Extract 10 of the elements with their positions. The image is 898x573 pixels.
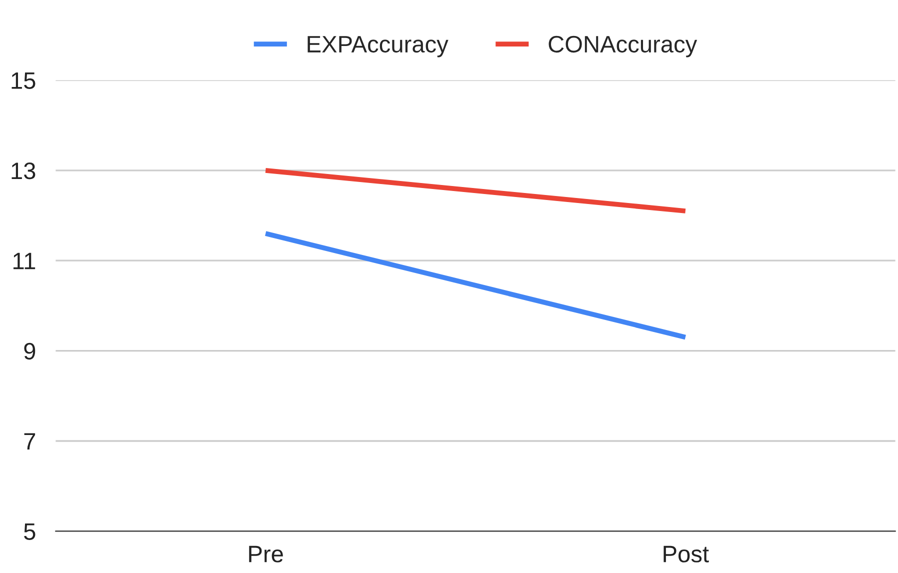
legend-label: CONAccuracy [548, 36, 698, 58]
y-tick-label: 13 [12, 162, 36, 180]
x-tick-label: Post [664, 546, 709, 562]
x-tick-label: Pre [249, 546, 283, 562]
y-tick-label: 7 [24, 433, 36, 450]
y-tick-label: 11 [14, 252, 36, 270]
y-tick-label: 5 [24, 523, 36, 540]
y-tick-label: 9 [24, 342, 36, 360]
legend-label: EXPAccuracy [308, 36, 448, 58]
y-tick-label: 15 [12, 72, 36, 90]
